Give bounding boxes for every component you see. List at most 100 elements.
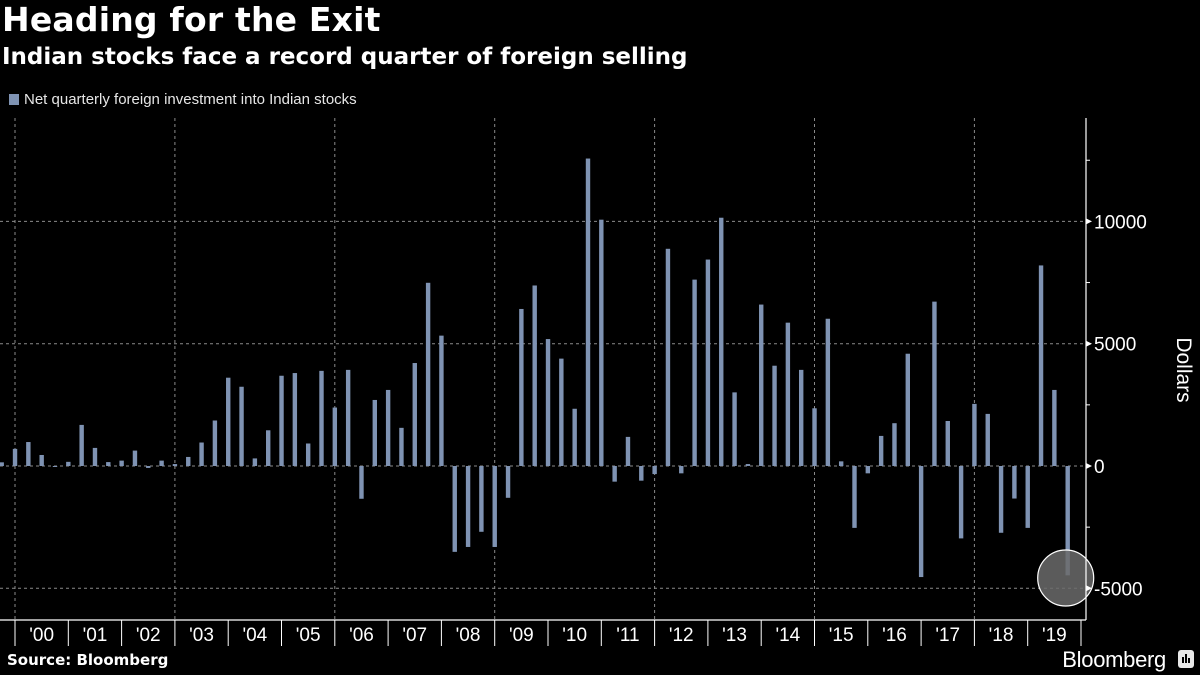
bar bbox=[865, 466, 871, 474]
x-tick-label: '06 bbox=[349, 625, 374, 646]
y-tick-marker bbox=[1086, 463, 1092, 469]
bar bbox=[399, 427, 404, 466]
x-tick-label: '00 bbox=[29, 625, 54, 646]
bar bbox=[199, 442, 204, 466]
source-note: Source: Bloomberg bbox=[7, 651, 169, 669]
x-tick-label: '10 bbox=[562, 625, 587, 646]
bar bbox=[425, 282, 431, 466]
bar bbox=[599, 219, 604, 466]
bar bbox=[692, 279, 697, 466]
bar bbox=[719, 217, 724, 466]
x-tick-label: '07 bbox=[402, 625, 427, 646]
bar bbox=[772, 365, 777, 466]
bar bbox=[852, 466, 857, 528]
bar bbox=[679, 466, 684, 474]
bar bbox=[1052, 389, 1057, 466]
bar bbox=[439, 335, 444, 466]
bar bbox=[159, 460, 164, 466]
y-tick-marker bbox=[1086, 585, 1092, 592]
bar bbox=[545, 339, 551, 466]
y-axis-label: Dollars bbox=[1172, 337, 1195, 402]
bar bbox=[92, 447, 98, 466]
bar bbox=[359, 466, 364, 499]
bar bbox=[465, 466, 471, 547]
highlight-layer bbox=[1037, 549, 1095, 607]
x-tick-label: '13 bbox=[722, 625, 747, 646]
x-tick-label: '01 bbox=[83, 625, 108, 646]
bars bbox=[0, 158, 1070, 578]
bar bbox=[385, 389, 391, 466]
y-tick-label: 0 bbox=[1094, 457, 1105, 478]
bar bbox=[532, 285, 537, 466]
bar bbox=[745, 464, 751, 466]
x-tick-label: '03 bbox=[189, 625, 214, 646]
x-tick-label: '17 bbox=[935, 625, 960, 646]
bar bbox=[319, 370, 324, 466]
bar bbox=[452, 466, 457, 552]
bar bbox=[705, 259, 711, 466]
bar bbox=[625, 436, 631, 466]
bar bbox=[932, 301, 937, 466]
y-tick-label: 5000 bbox=[1094, 335, 1136, 356]
bar bbox=[212, 420, 218, 466]
bar bbox=[132, 450, 138, 466]
x-tick-label: '15 bbox=[829, 625, 854, 646]
bar bbox=[958, 466, 964, 539]
bar bbox=[186, 456, 191, 466]
bar bbox=[345, 369, 351, 466]
bar bbox=[945, 420, 950, 466]
bar bbox=[612, 466, 617, 482]
highlight-circle bbox=[1037, 549, 1095, 607]
bar bbox=[585, 158, 591, 467]
bar bbox=[226, 377, 231, 466]
x-tick-label: '04 bbox=[242, 625, 267, 646]
bloomberg-chart-icon bbox=[1178, 650, 1194, 668]
bar bbox=[0, 462, 4, 466]
bar bbox=[559, 358, 564, 466]
bar bbox=[332, 407, 338, 466]
bar bbox=[785, 322, 791, 466]
gridlines bbox=[0, 118, 1086, 620]
x-tick-label: '08 bbox=[456, 625, 481, 646]
bar bbox=[759, 304, 764, 466]
y-tick-label: 10000 bbox=[1094, 212, 1147, 233]
x-tick-label: '19 bbox=[1042, 625, 1067, 646]
bar bbox=[52, 466, 58, 467]
y-tick-label: -5000 bbox=[1094, 579, 1143, 600]
bloomberg-logo: Bloomberg bbox=[1062, 647, 1166, 672]
bar bbox=[172, 464, 178, 466]
bar bbox=[12, 448, 18, 466]
bar bbox=[878, 435, 884, 466]
bar bbox=[639, 466, 644, 481]
legend: Net quarterly foreign investment into In… bbox=[9, 91, 357, 108]
bar bbox=[106, 462, 111, 466]
bar bbox=[905, 353, 910, 466]
bar bbox=[812, 408, 817, 466]
bar bbox=[892, 423, 897, 466]
bar bbox=[119, 460, 124, 466]
bar bbox=[572, 408, 577, 466]
bar bbox=[1012, 466, 1017, 499]
bar bbox=[412, 363, 417, 466]
bar bbox=[1038, 265, 1044, 466]
chart-subtitle: Indian stocks face a record quarter of f… bbox=[2, 44, 688, 70]
x-tick-label: '05 bbox=[296, 625, 321, 646]
y-tick-marker bbox=[1086, 340, 1092, 347]
bar bbox=[1025, 466, 1030, 528]
bar bbox=[146, 466, 151, 468]
bar bbox=[26, 442, 31, 466]
x-tick-label: '16 bbox=[882, 625, 907, 646]
bar bbox=[372, 399, 377, 466]
legend-label: Net quarterly foreign investment into In… bbox=[24, 91, 357, 108]
bar bbox=[252, 458, 258, 466]
bar bbox=[292, 373, 298, 466]
bar bbox=[665, 248, 671, 466]
bar bbox=[972, 403, 977, 466]
x-tick-label: '09 bbox=[509, 625, 534, 646]
bar bbox=[799, 369, 804, 466]
bar bbox=[266, 430, 271, 466]
axes: -5000 0 5000 10000 '00 '01 '02 '03 '04 '05 '06 '07 '… bbox=[0, 118, 1147, 646]
bar bbox=[838, 461, 844, 466]
chart-title: Heading for the Exit bbox=[2, 0, 381, 39]
